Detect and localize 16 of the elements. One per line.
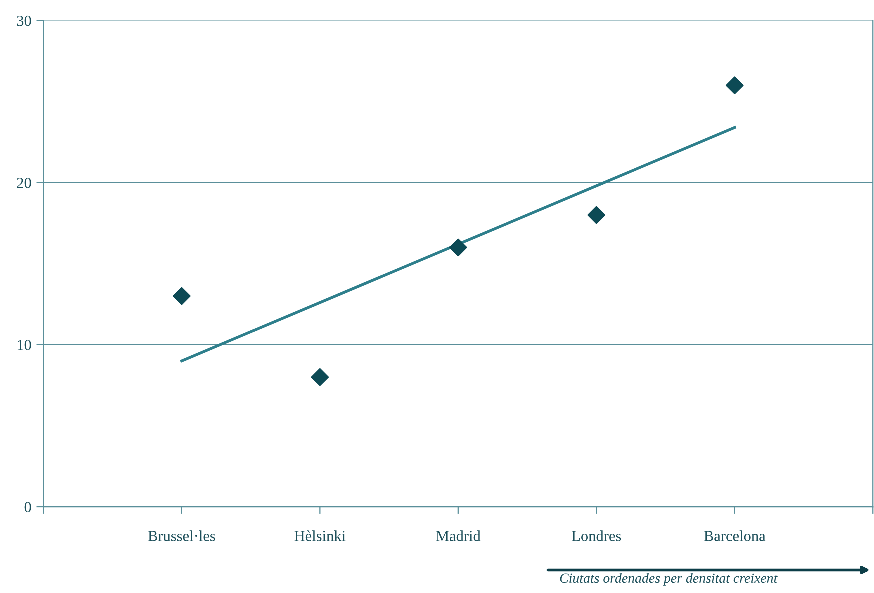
x-tick-label: Barcelona bbox=[704, 530, 766, 542]
point bbox=[588, 206, 606, 224]
x-tick-label: Madrid bbox=[436, 530, 481, 542]
point bbox=[450, 238, 468, 257]
x-tick-label: Londres bbox=[572, 530, 622, 542]
text: Ciutats ordenades per densitat creixent bbox=[560, 573, 778, 586]
y-tick-label: 0 bbox=[24, 502, 32, 512]
x-tick-label: Hèlsinki bbox=[294, 530, 346, 542]
y-tick-label: 30 bbox=[17, 16, 32, 26]
y-tick-label: 20 bbox=[17, 178, 32, 188]
line-series bbox=[180, 126, 736, 363]
point bbox=[173, 287, 191, 306]
point bbox=[726, 76, 744, 94]
point bbox=[311, 368, 330, 386]
y-tick-label: 10 bbox=[18, 340, 32, 350]
x-tick-label: Brussel·les bbox=[148, 530, 216, 542]
